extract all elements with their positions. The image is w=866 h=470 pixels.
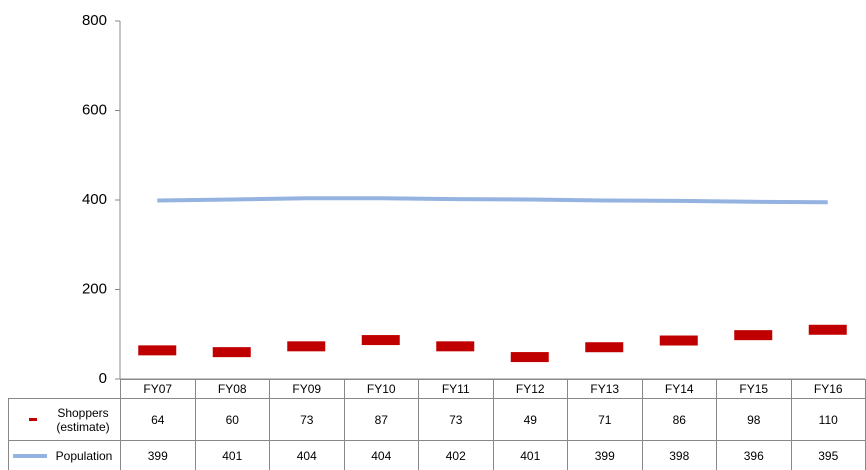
legend-label: Shoppers (estimate) xyxy=(56,405,110,434)
dash-marker xyxy=(510,352,549,363)
x-tick-label: FY13 xyxy=(567,379,643,399)
value-cell: 398 xyxy=(641,440,717,470)
dash-marker xyxy=(436,341,475,352)
value-cell: 396 xyxy=(716,440,792,470)
value-cell: 60 xyxy=(194,398,270,441)
value-cell: 49 xyxy=(492,398,568,441)
legend-cell: Shoppers (estimate) xyxy=(8,398,121,441)
value-cell: 401 xyxy=(492,440,568,470)
y-tick-label: 800 xyxy=(82,12,107,29)
value-cell: 73 xyxy=(269,398,345,441)
legend-symbol xyxy=(13,453,47,458)
legend-symbol xyxy=(29,418,37,421)
x-tick-label: FY16 xyxy=(790,379,866,399)
value-cell: 73 xyxy=(418,398,494,441)
series-row: Shoppers (estimate) 64 60 73 87 73 49 71 86 98 110 xyxy=(8,398,866,441)
value-cell: 399 xyxy=(120,440,196,470)
value-cell: 395 xyxy=(790,440,866,470)
data-table: FY07 FY08 FY09 FY10 FY11 FY12 FY13 FY14 FY15 FY16… xyxy=(8,379,866,470)
value-cell: 402 xyxy=(418,440,494,470)
dash-marker xyxy=(287,341,326,352)
y-tick-label: 400 xyxy=(82,191,107,208)
value-cell: 87 xyxy=(343,398,419,441)
dash-marker xyxy=(138,345,177,356)
y-tick-label: 200 xyxy=(82,280,107,297)
x-tick-label: FY08 xyxy=(194,379,270,399)
value-cell: 401 xyxy=(194,440,270,470)
value-cell: 110 xyxy=(790,398,866,441)
x-tick-label: FY15 xyxy=(716,379,792,399)
x-tick-label: FY12 xyxy=(492,379,568,399)
x-tick-label: FY11 xyxy=(418,379,494,399)
value-cell: 71 xyxy=(567,398,643,441)
dash-marker xyxy=(361,335,400,346)
dash-marker xyxy=(734,330,773,341)
line xyxy=(157,196,828,205)
value-cell: 86 xyxy=(641,398,717,441)
y-tick-label: 0 xyxy=(99,370,107,387)
legend-label: Population xyxy=(55,448,113,463)
dash-marker xyxy=(808,324,847,335)
series-row: Population 399 401 404 404 402 401 399 398 396 395 xyxy=(8,440,866,470)
x-tick-label: FY07 xyxy=(120,379,196,399)
value-cell: 404 xyxy=(343,440,419,470)
value-cell: 404 xyxy=(269,440,345,470)
header-row: FY07 FY08 FY09 FY10 FY11 FY12 FY13 FY14 FY15 FY16 xyxy=(9,379,866,399)
corner xyxy=(9,380,121,399)
x-tick-label: FY10 xyxy=(343,379,419,399)
value-cell: 64 xyxy=(120,398,196,441)
y-tick-label: 600 xyxy=(82,101,107,118)
x-tick-label: FY09 xyxy=(269,379,345,399)
dash-marker xyxy=(585,342,624,353)
x-tick-label: FY14 xyxy=(641,379,717,399)
value-cell: 399 xyxy=(567,440,643,470)
legend-cell: Population xyxy=(8,440,121,470)
dash-marker xyxy=(659,335,698,346)
value-cell: 98 xyxy=(716,398,792,441)
dash-marker xyxy=(212,347,251,358)
